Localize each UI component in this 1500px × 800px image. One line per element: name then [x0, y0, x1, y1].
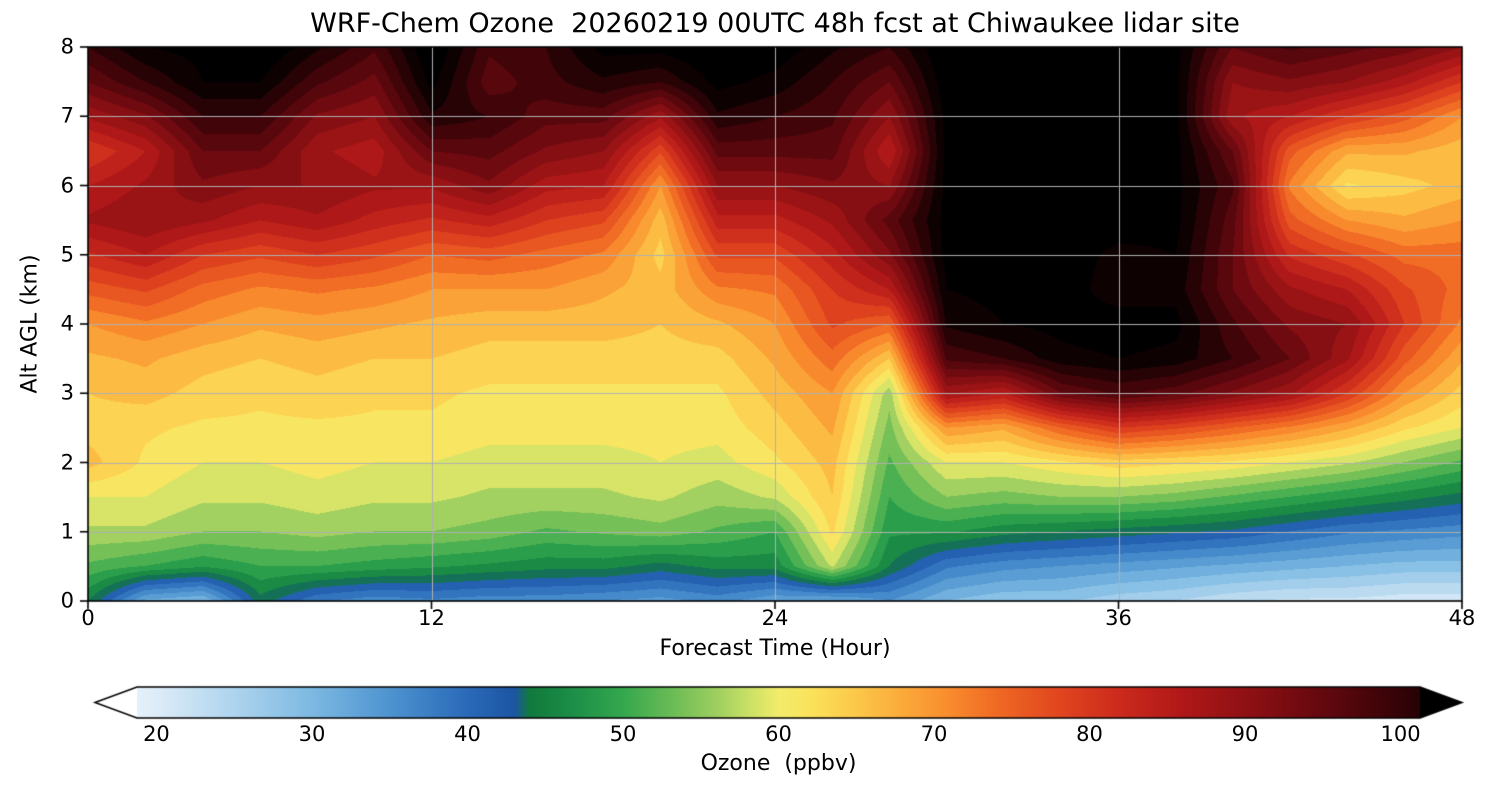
chart-title: WRF-Chem Ozone 20260219 00UTC 48h fcst a…	[310, 8, 1240, 39]
colorbar-tick-label: 60	[765, 722, 792, 746]
y-tick-label: 0	[60, 588, 74, 613]
colorbar-tick-label: 90	[1231, 722, 1259, 746]
y-tick-label: 7	[60, 103, 74, 128]
x-tick-label: 48	[1448, 606, 1476, 630]
x-tick-label: 24	[761, 606, 789, 630]
colorbar-tick-label: 80	[1076, 722, 1103, 746]
y-tick-label: 6	[60, 173, 74, 197]
x-axis-label: Forecast Time (Hour)	[659, 636, 891, 661]
colorbar-tick-label: 100	[1380, 722, 1421, 746]
colorbar-tick-label: 50	[609, 722, 637, 746]
colorbar-tick-label: 20	[143, 722, 170, 746]
x-tick-label: 0	[81, 606, 95, 630]
colorbar-tick-label: 30	[298, 722, 326, 746]
y-tick-label: 3	[60, 380, 74, 405]
x-tick-label: 12	[418, 606, 445, 630]
y-tick-label: 1	[60, 519, 74, 544]
y-tick-label: 4	[60, 311, 74, 336]
y-tick-label: 2	[60, 450, 74, 474]
y-tick-label: 8	[60, 34, 74, 59]
colorbar-tick-label: 40	[454, 722, 481, 746]
x-tick-label: 36	[1105, 606, 1132, 630]
colorbar-label: Ozone (ppbv)	[700, 751, 857, 776]
y-tick-label: 5	[60, 242, 74, 267]
y-axis-label: Alt AGL (km)	[17, 254, 43, 394]
colorbar-tick-label: 70	[920, 722, 948, 746]
